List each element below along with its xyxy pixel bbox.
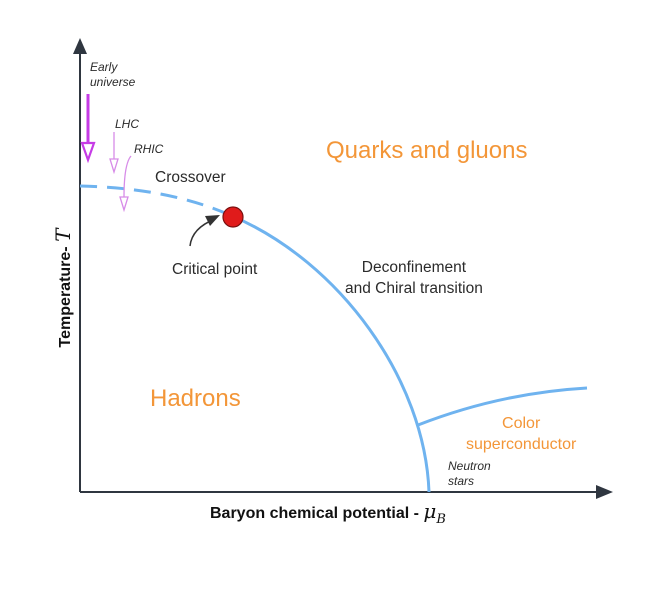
color-superconductor-line1: Color [502, 415, 541, 432]
rhic-arrow-icon [119, 196, 129, 213]
deconfinement-label: Deconfinement and Chiral transition [345, 257, 483, 299]
color-superconductor-line2: superconductor [466, 436, 577, 453]
critical-point-label: Critical point [172, 261, 258, 278]
deconfinement-label-line1: Deconfinement [361, 259, 467, 276]
color-superconductor-boundary [417, 386, 588, 427]
y-axis-title: Temperature- T [51, 213, 75, 363]
early-universe-label-line2: universe [90, 75, 136, 89]
critical-point-marker-icon [222, 206, 244, 228]
neutron-stars-label-line1: Neutron [448, 459, 491, 473]
x-axis-title: Baryon chemical potential - μB [210, 499, 446, 527]
lhc-arrow-icon [109, 158, 119, 175]
neutron-stars-label-line2: stars [448, 474, 475, 488]
x-axis-symbol-subscript: B [436, 512, 446, 527]
neutron-stars-label: Neutron stars [448, 459, 491, 489]
deconfinement-transition-curve [231, 214, 431, 493]
lhc-label: LHC [115, 117, 140, 131]
critical-point-pointer-arrowhead-icon [205, 215, 220, 226]
y-axis-title-text: Temperature- [57, 246, 74, 348]
early-universe-label: Early universe [90, 60, 135, 90]
region-label-color-superconductor: Color superconductor [466, 413, 576, 455]
y-axis-symbol: T [51, 228, 75, 242]
crossover-label: Crossover [155, 169, 226, 186]
y-axis-arrowhead-icon [73, 38, 87, 54]
x-axis-arrowhead-icon [596, 485, 613, 499]
region-label-hadrons: Hadrons [150, 385, 241, 412]
early-universe-arrow-icon [80, 141, 96, 164]
rhic-arrow-shaft [123, 155, 132, 198]
crossover-dashed-curve [79, 184, 233, 218]
rhic-label: RHIC [134, 142, 164, 156]
x-axis-symbol: μ [423, 499, 437, 523]
early-universe-label-line1: Early [90, 60, 118, 74]
x-axis-title-text: Baryon chemical potential - [210, 505, 419, 522]
region-label-quarks-gluons: Quarks and gluons [326, 137, 528, 164]
deconfinement-label-line2: and Chiral transition [345, 280, 483, 297]
